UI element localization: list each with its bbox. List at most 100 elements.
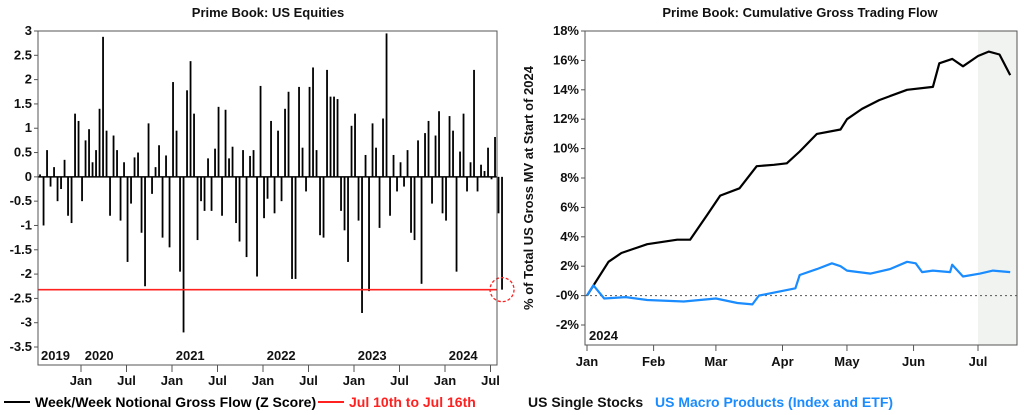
bar — [207, 158, 209, 177]
bar — [221, 176, 223, 216]
y-tick-label: 8% — [560, 170, 579, 185]
bar — [343, 176, 346, 231]
bar — [399, 162, 402, 177]
bar — [228, 158, 230, 177]
y-tick-label: 0 — [25, 169, 32, 184]
bar — [200, 176, 202, 202]
bar — [459, 151, 461, 177]
y-tick-label: 16% — [553, 52, 579, 67]
plot-frame — [37, 30, 498, 366]
bar — [329, 96, 332, 177]
bar — [42, 176, 45, 226]
bar — [168, 176, 171, 248]
y-tick-label: -2% — [556, 317, 580, 332]
bar — [133, 157, 136, 177]
bar — [158, 145, 160, 177]
bar — [385, 33, 388, 177]
bar — [266, 176, 269, 199]
x-tick-label: Apr — [771, 354, 793, 369]
bar — [140, 176, 143, 233]
y-tick-label: 10% — [553, 141, 579, 156]
bar — [357, 176, 360, 221]
x-tick-label: Jan — [252, 373, 274, 388]
y-tick-label: 18% — [553, 23, 579, 38]
y-tick-label: -2.5 — [10, 290, 32, 305]
bar — [49, 176, 52, 187]
bar — [175, 130, 178, 177]
bar — [364, 154, 367, 177]
bar — [144, 176, 146, 287]
x-tick-label: Jul — [481, 373, 500, 388]
y-tick-label: -2 — [20, 266, 32, 281]
bar — [378, 176, 381, 228]
x-tick-label: Jul — [299, 373, 318, 388]
bar — [389, 176, 391, 216]
y-tick-label: 2% — [560, 258, 579, 273]
y-tick-label: -1.5 — [10, 242, 32, 257]
x-tick-label: Jan — [434, 373, 456, 388]
bar — [172, 82, 174, 177]
bar — [256, 176, 258, 277]
bar — [291, 176, 293, 279]
bar — [473, 69, 475, 177]
x-tick-label: Jan — [161, 373, 183, 388]
bar — [182, 176, 185, 333]
bar — [294, 176, 297, 279]
bar — [224, 109, 227, 177]
bar — [371, 123, 374, 177]
bar — [277, 130, 279, 177]
x-tick-label: May — [834, 354, 860, 369]
bar — [480, 164, 482, 177]
bar — [490, 176, 493, 180]
bar — [270, 120, 272, 177]
bar — [235, 176, 237, 224]
y-tick-label: 1 — [25, 120, 32, 135]
bar — [84, 140, 87, 177]
y-tick-label: 3 — [25, 23, 32, 38]
bar — [322, 176, 325, 238]
bar — [336, 99, 339, 177]
bar — [263, 176, 265, 219]
left-chart-title: Prime Book: US Equities — [192, 5, 344, 20]
bar — [434, 135, 437, 177]
legend-item-single-stocks: US Single Stocks — [528, 394, 643, 410]
x-tick-label: Jan — [70, 373, 92, 388]
year-label: 2022 — [267, 348, 296, 363]
legend-label: Week/Week Notional Gross Flow (Z Score) — [35, 394, 317, 410]
bar — [81, 176, 83, 202]
legend-swatch-red — [318, 401, 344, 403]
y-tick-label: 0.5 — [14, 145, 32, 160]
bar — [88, 129, 90, 177]
bar — [77, 120, 80, 177]
bar — [123, 162, 125, 177]
bar — [116, 150, 118, 177]
bar — [452, 130, 454, 177]
x-tick-label: Jul — [969, 354, 988, 369]
y-tick-label: -3.5 — [10, 339, 32, 354]
bar — [347, 176, 349, 262]
bar — [39, 174, 41, 177]
y-tick-label: -0.5 — [10, 193, 32, 208]
bar — [462, 113, 465, 177]
year-label: 2024 — [449, 348, 479, 363]
bar — [203, 176, 206, 211]
bar — [466, 176, 468, 192]
bar — [273, 176, 276, 214]
y-tick-label: 2.5 — [14, 47, 32, 62]
bar — [137, 152, 139, 177]
bar — [448, 116, 451, 177]
bar — [112, 135, 115, 177]
bar — [375, 147, 377, 177]
bar — [427, 120, 430, 177]
bar — [406, 150, 409, 177]
year-label: 2019 — [41, 348, 70, 363]
right-chart-title: Prime Book: Cumulative Gross Trading Flo… — [662, 5, 938, 20]
bar — [179, 176, 181, 272]
y-tick-label: 6% — [560, 199, 579, 214]
series-line-single-stocks — [586, 50, 1012, 297]
bar — [431, 176, 433, 204]
bar — [354, 113, 356, 177]
bar — [217, 106, 220, 177]
bar — [413, 176, 416, 241]
bar — [214, 148, 216, 177]
